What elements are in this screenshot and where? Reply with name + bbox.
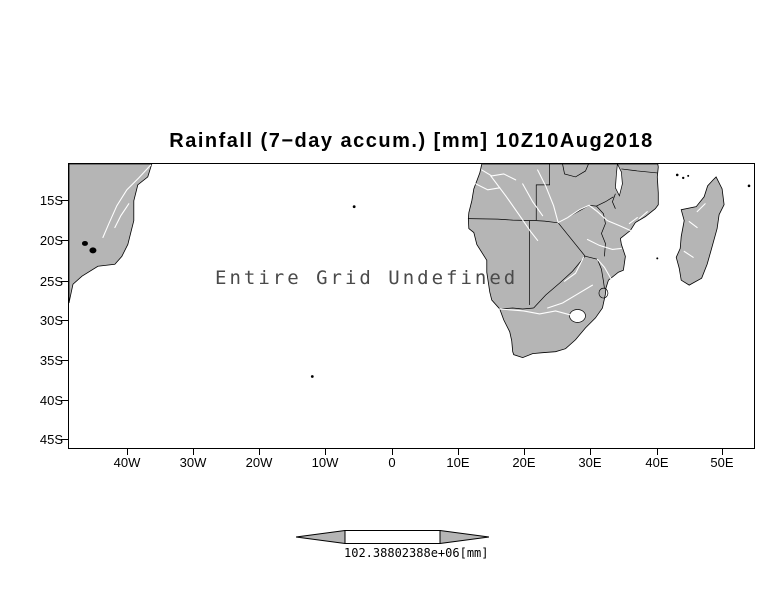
y-axis-tick [61,200,68,201]
y-axis-tick [61,439,68,440]
river-line [586,238,622,250]
river-line [475,183,501,191]
border-line [557,222,586,257]
border-line [596,196,614,207]
colorbar-mid-segment [344,530,441,544]
lagoon-dot [89,247,97,254]
river-okavango [490,175,539,242]
x-axis-label: 40E [645,455,669,470]
river-line [522,183,544,217]
y-axis-tick [61,360,68,361]
y-axis-label: 35S [39,353,63,368]
landmass-southern-africa [467,164,659,359]
border-line [468,218,559,224]
y-axis-label: 15S [39,193,63,208]
x-axis-tick [458,449,459,455]
river-line [696,203,706,213]
x-axis-label: 50E [710,455,734,470]
river-line [688,221,698,229]
colorbar-shape [295,530,490,544]
grid-undefined-annotation: Entire Grid Undefined [215,267,519,289]
x-axis-label: 10E [446,455,470,470]
x-axis-tick [722,449,723,455]
x-axis-tick [127,449,128,455]
x-axis-tick [590,449,591,455]
x-axis-label: 20W [245,455,273,470]
x-axis-tick [392,449,393,455]
river-line [638,211,648,220]
small-islands-and-lakes [81,173,751,378]
island-dot [682,176,685,180]
island-dot [310,375,314,378]
lesotho-outline [569,309,586,323]
river-line [114,203,130,229]
x-axis-label: 40W [113,455,141,470]
x-axis-label: 0 [388,455,396,470]
river-line [547,284,594,309]
x-axis-tick [193,449,194,455]
y-axis-label: 40S [39,393,63,408]
x-axis-tick [259,449,260,455]
colorbar-label: 102.38802388e+06[mm] [344,546,489,560]
river-orange [499,308,572,316]
x-axis-tick [524,449,525,455]
x-axis-tick [657,449,658,455]
river-zambezi [537,169,631,232]
landmasses [69,164,725,359]
y-axis-tick [61,400,68,401]
lagoon-dot [81,240,88,246]
river-line [102,164,152,239]
colorbar [295,529,490,545]
lakes [569,164,623,323]
x-axis-tick [325,449,326,455]
y-axis-tick [61,240,68,241]
landmass-south-america [69,164,153,304]
country-borders [468,164,658,310]
y-axis-label: 20S [39,233,63,248]
island-dot [747,184,751,188]
border-line [562,164,589,178]
river-line [481,169,517,181]
rivers [102,164,706,316]
island-dot [656,257,659,260]
swaziland-outline [598,287,609,299]
colorbar-unit: [mm] [459,546,489,560]
island-dot [352,205,356,209]
y-axis-tick [61,320,68,321]
landmass-madagascar [675,176,725,286]
border-line [585,255,605,289]
border-line [621,168,658,174]
x-axis-label: 30E [578,455,602,470]
lake-malawi [615,164,623,197]
y-axis-label: 25S [39,274,63,289]
x-axis-label: 30W [179,455,207,470]
colorbar-label-left: 102.388 [344,546,395,560]
river-line [628,217,638,225]
border-line [533,255,586,309]
map-plot-area: Entire Grid Undefined [68,163,755,449]
border-line [535,164,550,221]
x-axis-label: 20E [512,455,536,470]
river-line [596,258,613,282]
y-axis-tick [61,281,68,282]
map-canvas [69,164,751,378]
island-dot [687,174,690,177]
y-axis-label: 45S [39,432,63,447]
island-dot [675,173,679,177]
y-axis-label: 30S [39,313,63,328]
river-line [683,250,694,258]
border-line [596,205,606,257]
plot-title: Rainfall (7−day accum.) [mm] 10Z10Aug201… [169,130,654,152]
colorbar-label-right: 02388e+06 [394,546,460,560]
x-axis-label: 10W [311,455,339,470]
border-line [612,193,616,209]
border-line [499,307,534,310]
river-limpopo [564,256,585,282]
